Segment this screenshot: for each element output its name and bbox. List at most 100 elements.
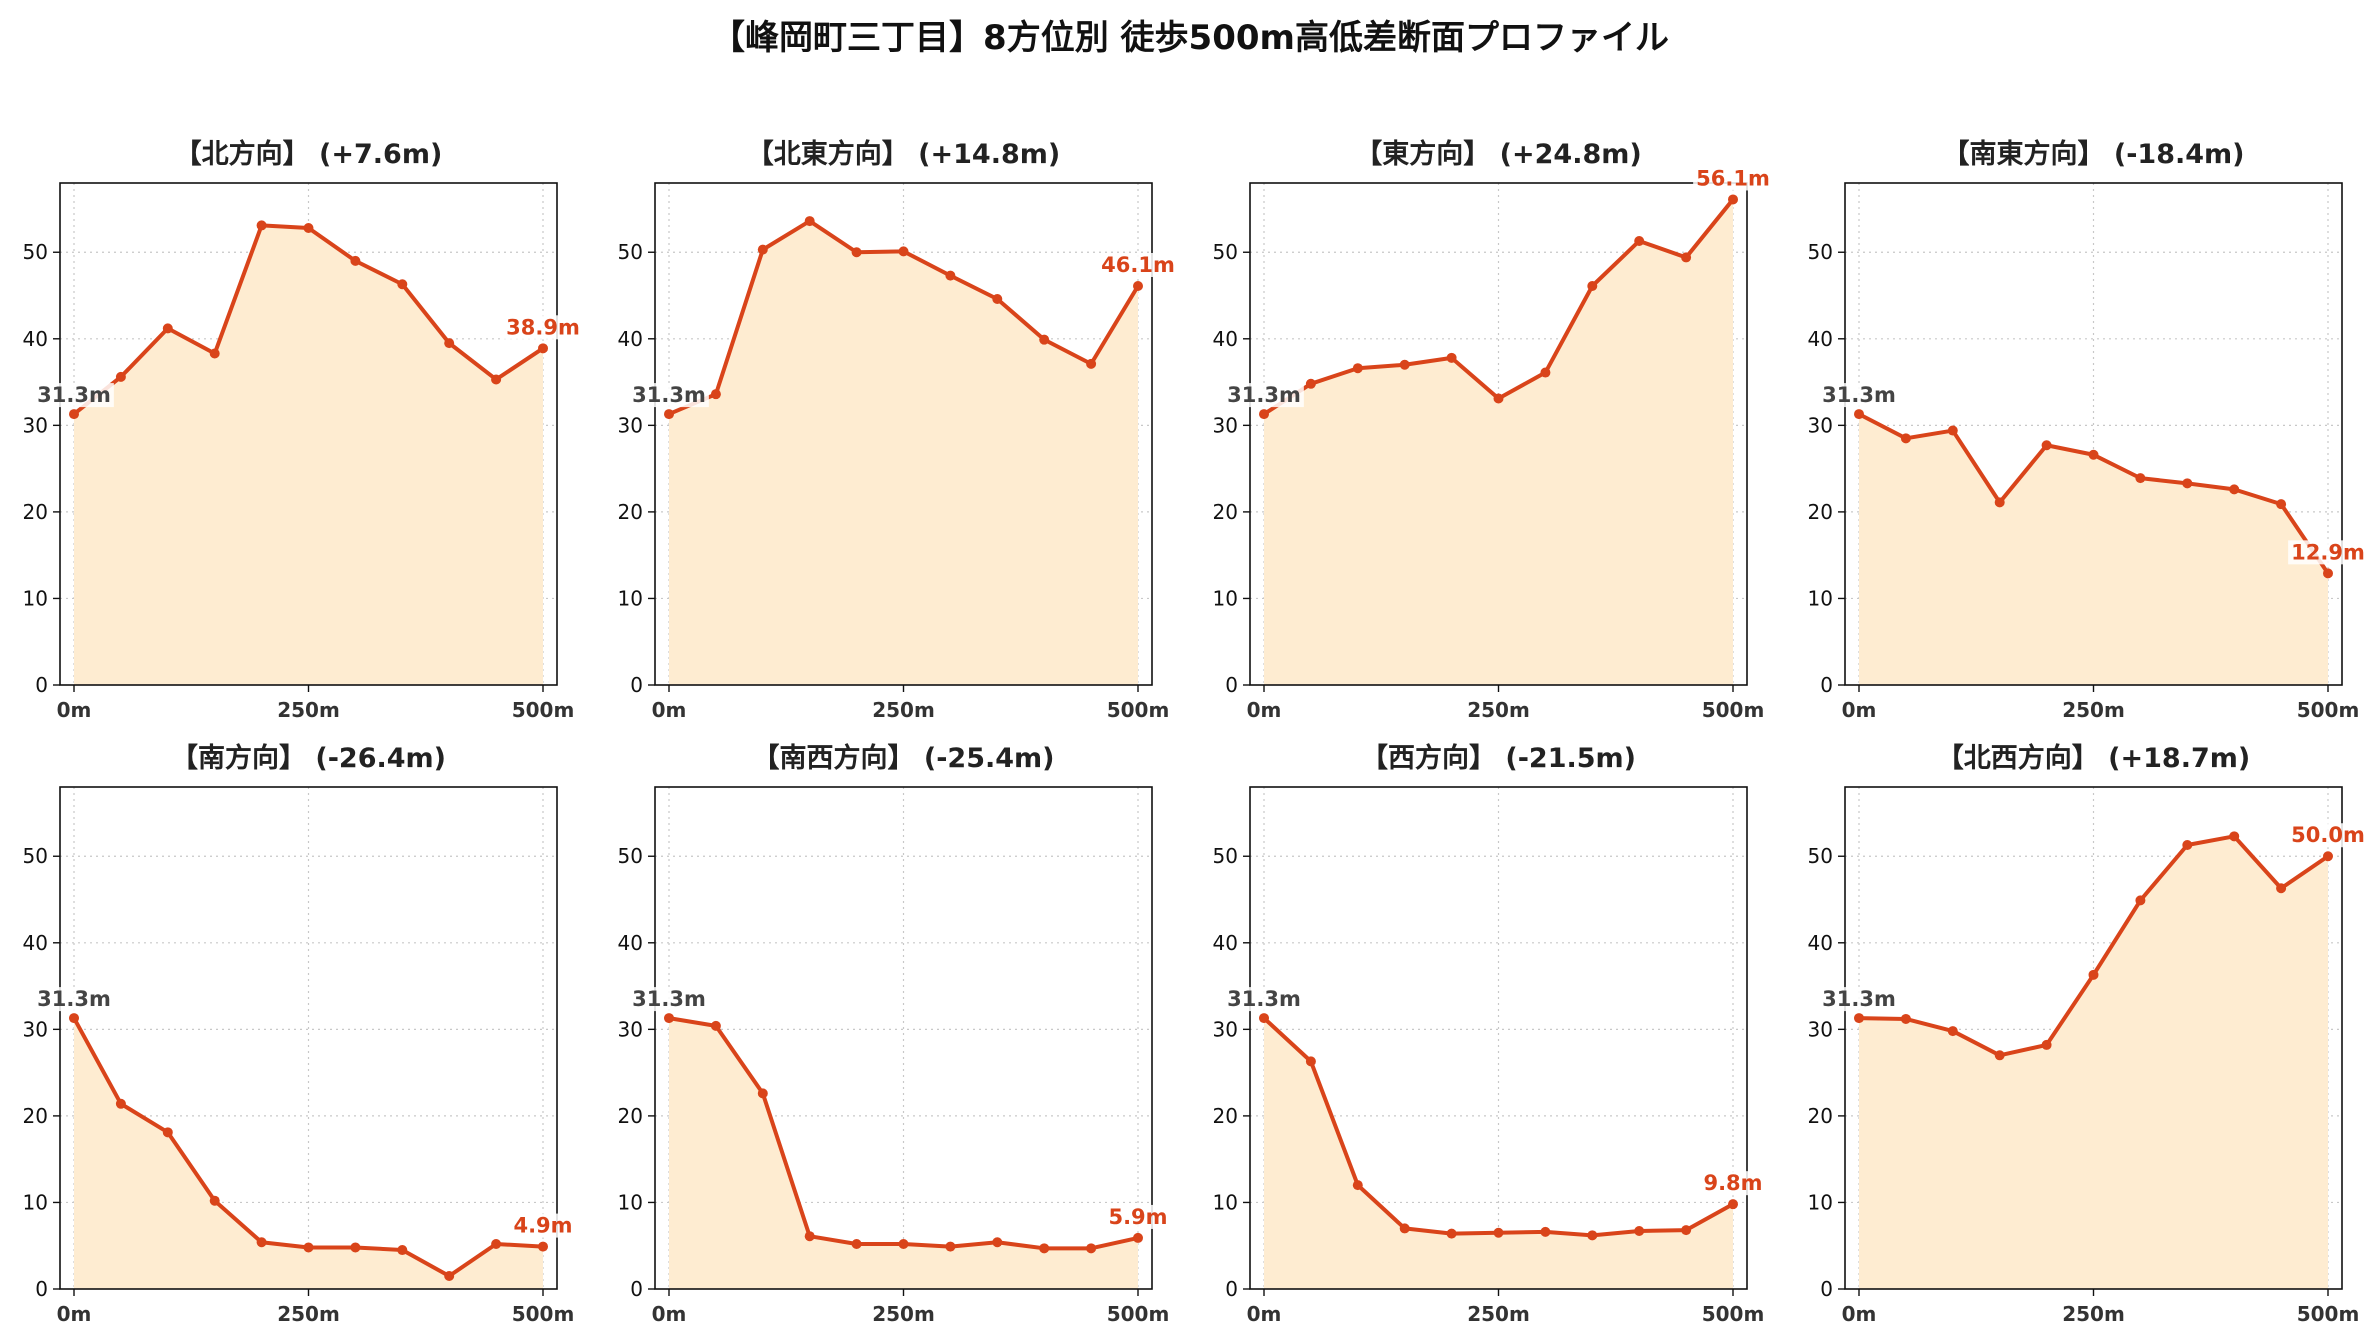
data-point (1039, 1243, 1050, 1254)
y-tick-label: 20 (1808, 1104, 1833, 1128)
end-elevation-label: 9.8m (1703, 1171, 1762, 1195)
data-point (256, 220, 267, 231)
data-point (350, 255, 361, 266)
start-elevation-label: 31.3m (1227, 987, 1301, 1011)
data-point (2135, 473, 2146, 484)
data-point (757, 244, 768, 255)
y-tick-label: 30 (618, 413, 643, 437)
y-tick-label: 30 (618, 1017, 643, 1041)
y-tick-label: 50 (1808, 844, 1833, 868)
area-fill (669, 1018, 1138, 1289)
data-point (491, 1238, 502, 1249)
x-tick-label: 500m (2297, 698, 2360, 722)
y-tick-label: 50 (1213, 240, 1238, 264)
data-point (1133, 1232, 1143, 1243)
y-tick-label: 30 (1808, 1017, 1833, 1041)
data-point (1587, 280, 1598, 291)
x-tick-label: 250m (872, 698, 935, 722)
y-tick-label: 0 (630, 1277, 643, 1301)
y-tick-label: 20 (23, 1104, 48, 1128)
label-bg (629, 987, 709, 1012)
data-point (538, 1241, 548, 1252)
data-point (115, 1098, 126, 1109)
data-point (2276, 883, 2287, 894)
label-bg (510, 1213, 576, 1238)
data-point (992, 293, 1003, 304)
area-fill (669, 221, 1138, 685)
label-bg (1819, 383, 1899, 408)
x-tick-label: 250m (277, 1302, 340, 1326)
data-point (710, 1020, 721, 1031)
data-point (664, 409, 674, 420)
data-point (2041, 440, 2052, 451)
data-point (1399, 359, 1410, 370)
x-tick-label: 0m (1247, 698, 1282, 722)
y-tick-label: 40 (618, 931, 643, 955)
x-tick-label: 500m (1702, 698, 1765, 722)
y-tick-label: 40 (1808, 327, 1833, 351)
label-bg (1700, 1171, 1766, 1196)
data-point (1133, 280, 1143, 291)
data-point (256, 1237, 267, 1248)
data-point (444, 338, 455, 349)
y-tick-label: 30 (1213, 413, 1238, 437)
y-tick-label: 20 (618, 500, 643, 524)
data-point (898, 246, 909, 257)
data-point (1587, 1230, 1598, 1241)
data-point (2323, 568, 2333, 579)
end-elevation-label: 56.1m (1696, 166, 1770, 190)
data-point (1493, 1227, 1504, 1238)
end-elevation-label: 12.9m (2291, 540, 2365, 564)
x-tick-label: 500m (1702, 1302, 1765, 1326)
y-tick-label: 10 (1808, 1190, 1833, 1214)
data-point (444, 1271, 455, 1282)
end-elevation-label: 46.1m (1101, 253, 1175, 277)
y-tick-label: 40 (23, 327, 48, 351)
data-point (1540, 1226, 1551, 1237)
figure-title: 【峰岡町三丁目】8方位別 徒歩500m高低差断面プロファイル (711, 18, 1669, 58)
data-point (303, 223, 314, 234)
data-point (2229, 831, 2240, 842)
data-point (851, 1238, 862, 1249)
y-tick-label: 40 (23, 931, 48, 955)
data-point (1039, 334, 1050, 345)
data-point (162, 323, 173, 334)
data-point (1305, 1056, 1316, 1067)
data-point (1305, 378, 1316, 389)
area-fill (1264, 1018, 1733, 1289)
y-tick-label: 50 (23, 240, 48, 264)
start-elevation-label: 31.3m (1822, 383, 1896, 407)
data-point (69, 409, 79, 420)
y-tick-label: 10 (23, 1190, 48, 1214)
data-point (1446, 1228, 1457, 1239)
data-point (2323, 851, 2333, 862)
y-tick-label: 10 (1213, 586, 1238, 610)
y-tick-label: 0 (630, 673, 643, 697)
data-point (162, 1127, 173, 1138)
y-tick-label: 0 (1225, 1277, 1238, 1301)
panel-title: 【南方向】 (-26.4m) (171, 742, 446, 774)
data-point (757, 1088, 768, 1099)
label-bg (1819, 987, 1899, 1012)
end-elevation-label: 38.9m (506, 315, 580, 339)
x-tick-label: 250m (1467, 1302, 1530, 1326)
data-point (1352, 363, 1363, 374)
label-bg (1693, 166, 1773, 191)
start-elevation-label: 31.3m (37, 987, 111, 1011)
y-tick-label: 0 (35, 1277, 48, 1301)
y-tick-label: 50 (1808, 240, 1833, 264)
data-point (1854, 409, 1864, 420)
data-point (1681, 252, 1692, 263)
end-elevation-label: 50.0m (2291, 823, 2365, 847)
data-point (1994, 497, 2005, 508)
x-tick-label: 500m (1107, 1302, 1170, 1326)
data-point (2182, 839, 2193, 850)
y-tick-label: 30 (1213, 1017, 1238, 1041)
